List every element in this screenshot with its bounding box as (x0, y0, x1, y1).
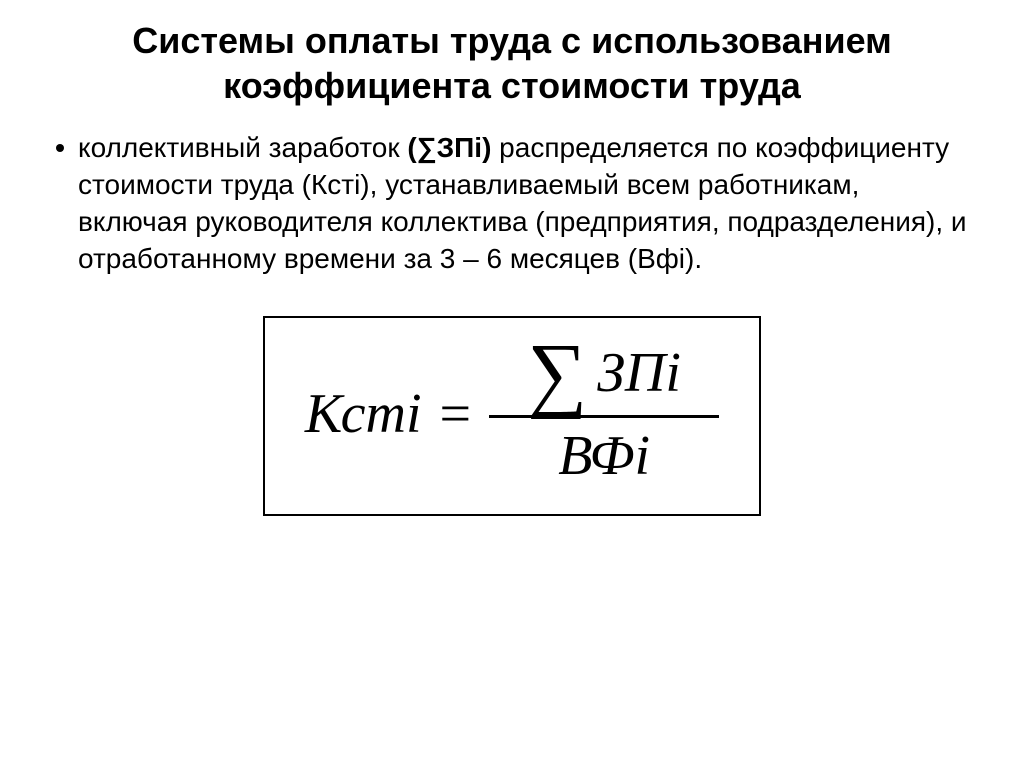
slide: Системы оплаты труда с использованием ко… (0, 0, 1024, 767)
formula-container: Кстi = ∑ ЗПi ВФi (48, 316, 976, 516)
sigma-icon: ∑ (527, 340, 587, 407)
formula-box: Кстi = ∑ ЗПi ВФi (263, 316, 761, 516)
denominator: ВФi (558, 418, 650, 488)
bullet-item: коллективный заработок (∑ЗПi) распределя… (48, 130, 976, 278)
body-part1: коллективный заработок (78, 132, 407, 163)
slide-title: Системы оплаты труда с использованием ко… (48, 18, 976, 108)
numerator: ∑ ЗПi (521, 340, 687, 415)
body-text: коллективный заработок (∑ЗПi) распределя… (78, 130, 968, 278)
fraction: ∑ ЗПi ВФi (489, 340, 719, 488)
equals-sign: = (440, 382, 472, 446)
bullet-dot-icon (56, 144, 64, 152)
formula-lhs: Кстi (305, 382, 422, 446)
numerator-text: ЗПi (597, 341, 681, 405)
body-part2-bold: (∑ЗПi) (407, 132, 491, 163)
